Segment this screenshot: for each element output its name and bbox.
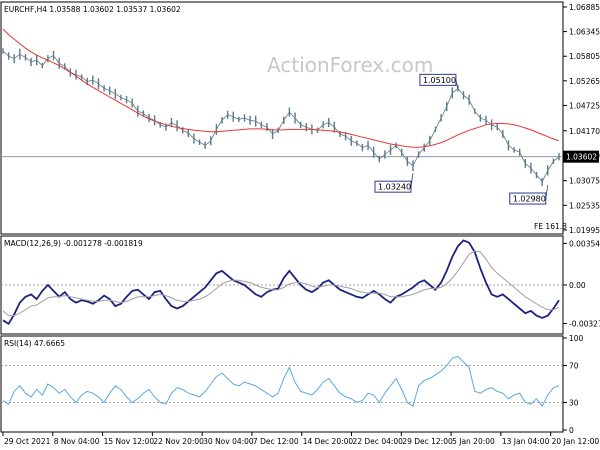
- annotation-box: [509, 192, 547, 205]
- y-tick-label: 1.05265: [569, 77, 600, 86]
- y-tick-label: 1.04725: [569, 101, 600, 110]
- x-tick-label: 29 Dec 12:00: [402, 437, 453, 446]
- price-line: [2, 50, 560, 183]
- price-y-axis: 1.06885 1.06345 1.05805 1.05265 1.04725 1.041…: [563, 3, 600, 235]
- annotation-label: 1.02980: [513, 195, 546, 204]
- price-panel-frame: [0, 1, 564, 235]
- annotation-box: [374, 180, 412, 193]
- y-tick-label: 1.01995: [569, 226, 600, 235]
- y-tick-label: 1.02535: [569, 201, 600, 210]
- y-tick-label: 0: [569, 426, 574, 435]
- y-tick-label: 1.06345: [569, 28, 600, 37]
- rsi-panel-frame: [0, 335, 564, 433]
- y-tick-label: 1.06885: [569, 3, 600, 12]
- annotation-label: 1.05100: [423, 76, 456, 85]
- macd-signal-line: [2, 250, 560, 317]
- x-tick-label: 22 Dec 04:00: [353, 437, 404, 446]
- current-price-label: 1.03602: [566, 153, 597, 162]
- y-tick-label: 0.00: [569, 281, 586, 290]
- y-tick-label: 100: [569, 334, 584, 343]
- price-header: EURCHF,H4 1.03588 1.03602 1.03537 1.0360…: [4, 5, 181, 14]
- x-tick-label: 20 Jan 12:00: [552, 437, 600, 446]
- watermark-text: ActionForex.com: [267, 53, 433, 77]
- rsi-plot: [1, 355, 563, 408]
- x-tick-label: 22 Nov 20:00: [153, 437, 204, 446]
- x-tick-label: 13 Jan 04:00: [502, 437, 550, 446]
- macd-line: [2, 239, 560, 326]
- y-tick-label: 70: [569, 362, 579, 371]
- y-tick-label: 1.05805: [569, 52, 600, 61]
- x-tick-label: 8 Nov 04:00: [54, 437, 100, 446]
- x-tick-label: 15 Nov 12:00: [104, 437, 155, 446]
- annotation-label: 1.03240: [378, 183, 411, 192]
- y-tick-label: 1.03075: [569, 177, 600, 186]
- macd-y-axis: 0.003545 0.00 -0.003272: [563, 239, 600, 328]
- moving-average-line: [2, 28, 560, 148]
- current-price-box: [563, 150, 599, 163]
- x-tick-label: 29 Oct 2021: [4, 437, 51, 446]
- macd-header: MACD(12,26,9) -0.001278 -0.001819: [4, 239, 143, 248]
- x-tick-label: 14 Dec 20:00: [303, 437, 354, 446]
- x-tick-label: 5 Jan 20:00: [452, 437, 495, 446]
- y-tick-label: 0.003545: [569, 239, 600, 248]
- x-tick-label: 7 Dec 12:00: [253, 437, 299, 446]
- annotation-box: [419, 73, 457, 86]
- x-axis: 29 Oct 2021 8 Nov 04:00 15 Nov 12:00 22 Nov…: [2, 432, 600, 446]
- rsi-y-axis: 100 70 30 0: [563, 334, 584, 435]
- rsi-line: [2, 355, 560, 408]
- macd-plot: [1, 239, 563, 326]
- y-tick-label: 1.04170: [569, 127, 600, 136]
- rsi-header: RSI(14) 47.6665: [4, 339, 65, 348]
- y-tick-label: 30: [569, 398, 579, 407]
- price-plot: 1.03602 1.05100 1.03240 1.02980: [1, 28, 599, 205]
- fe-label: FE 161.8: [534, 222, 567, 231]
- x-tick-label: 30 Nov 04:00: [203, 437, 254, 446]
- y-tick-label: -0.003272: [569, 319, 600, 328]
